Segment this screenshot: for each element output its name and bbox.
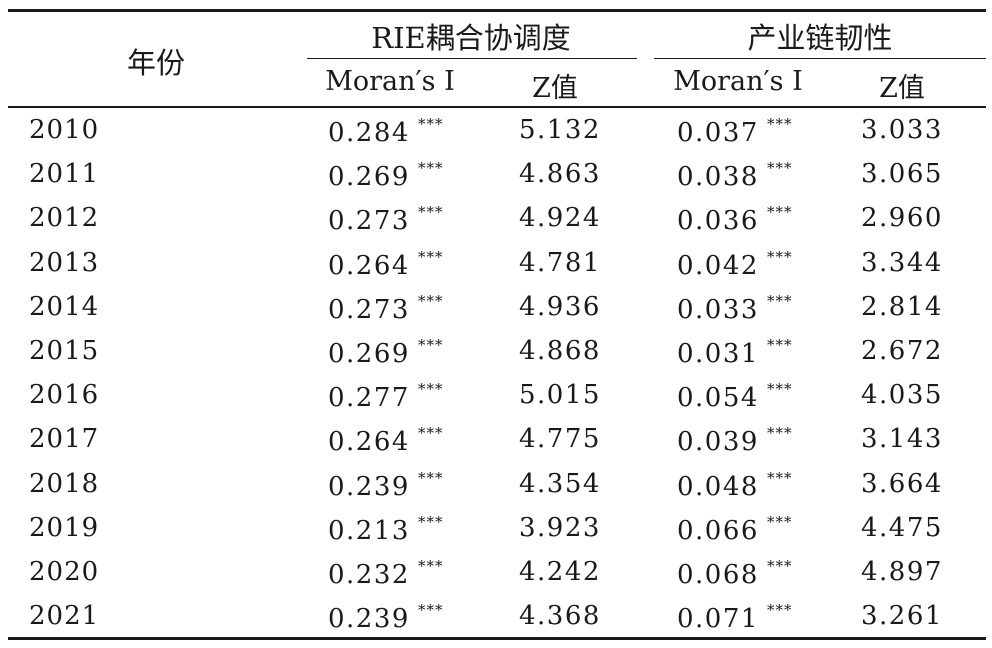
rie-significance-mark: *** — [418, 291, 444, 310]
top-rule — [8, 9, 986, 12]
resilience-moran-cell: 0.031 — [677, 339, 759, 369]
rie-z-cell: 4.863 — [519, 159, 601, 190]
rie-significance-mark: *** — [418, 557, 444, 575]
rie-moran-cell: 0.264 — [328, 427, 410, 458]
rie-moran-cell: 0.239 — [328, 604, 410, 635]
resilience-significance-mark: *** — [767, 424, 793, 443]
resilience-significance-mark: *** — [767, 291, 793, 310]
rie-significance-mark: *** — [418, 512, 444, 531]
year-cell: 2011 — [29, 159, 100, 190]
year-header: 年份 — [126, 46, 186, 80]
rie-significance-mark: *** — [418, 601, 444, 620]
resilience-z-cell: 3.664 — [861, 468, 943, 499]
resilience-significance-mark: *** — [767, 336, 793, 354]
resilience-significance-mark: *** — [767, 468, 793, 487]
rie-z-cell: 5.015 — [519, 380, 601, 411]
resilience-moran-cell: 0.038 — [677, 162, 759, 193]
resilience-moran-cell: 0.071 — [677, 604, 759, 635]
year-cell: 2019 — [29, 512, 100, 543]
year-cell: 2016 — [29, 380, 100, 411]
resilience-z-cell: 3.261 — [861, 601, 943, 632]
resilience-z-cell: 4.475 — [861, 512, 943, 543]
resilience-moran-cell: 0.054 — [677, 383, 759, 414]
resilience-significance-mark: *** — [767, 159, 793, 178]
resilience-significance-mark: *** — [767, 601, 793, 620]
year-cell: 2021 — [29, 601, 100, 632]
header-rule — [8, 106, 986, 108]
resilience-moran-cell: 0.036 — [677, 206, 759, 237]
bottom-rule — [8, 637, 986, 640]
group2-underline — [654, 58, 986, 60]
rie-significance-mark: *** — [418, 336, 444, 354]
rie-z-cell: 5.132 — [519, 115, 601, 145]
year-cell: 2015 — [29, 336, 100, 366]
rie-z-cell: 4.936 — [519, 291, 601, 322]
group1-z-header: Z值 — [532, 73, 578, 104]
resilience-z-cell: 3.143 — [861, 424, 943, 455]
resilience-moran-cell: 0.066 — [677, 515, 759, 546]
rie-z-cell: 4.368 — [519, 601, 601, 632]
year-cell: 2018 — [29, 468, 100, 499]
resilience-z-cell: 3.065 — [861, 159, 943, 190]
rie-z-cell: 4.924 — [519, 203, 601, 234]
year-cell: 2017 — [29, 424, 100, 455]
rie-moran-cell: 0.239 — [328, 471, 410, 502]
year-cell: 2013 — [29, 247, 100, 278]
group1-underline — [307, 58, 637, 60]
year-cell: 2010 — [29, 115, 100, 145]
rie-moran-cell: 0.273 — [328, 294, 410, 325]
rie-significance-mark: *** — [418, 380, 444, 399]
year-cell: 2012 — [29, 203, 100, 234]
rie-z-cell: 4.354 — [519, 468, 601, 499]
rie-z-cell: 4.781 — [519, 247, 601, 278]
resilience-z-cell: 2.960 — [861, 203, 943, 234]
resilience-z-cell: 4.035 — [861, 380, 943, 411]
resilience-moran-cell: 0.042 — [677, 250, 759, 281]
rie-moran-cell: 0.269 — [328, 339, 410, 369]
rie-moran-cell: 0.284 — [328, 118, 410, 148]
rie-significance-mark: *** — [418, 115, 444, 133]
group1-moran-header: Moran′s I — [325, 66, 455, 97]
resilience-z-cell: 2.814 — [861, 291, 943, 322]
rie-z-cell: 4.868 — [519, 336, 601, 366]
rie-z-cell: 4.775 — [519, 424, 601, 455]
year-cell: 2020 — [29, 557, 100, 587]
rie-moran-cell: 0.213 — [328, 515, 410, 546]
rie-moran-cell: 0.264 — [328, 250, 410, 281]
resilience-significance-mark: *** — [767, 512, 793, 531]
resilience-moran-cell: 0.068 — [677, 560, 759, 590]
rie-significance-mark: *** — [418, 247, 444, 266]
year-cell: 2014 — [29, 291, 100, 322]
resilience-moran-cell: 0.037 — [677, 118, 759, 148]
resilience-significance-mark: *** — [767, 115, 793, 133]
resilience-z-cell: 2.672 — [861, 336, 943, 366]
resilience-significance-mark: *** — [767, 557, 793, 575]
resilience-z-cell: 4.897 — [861, 557, 943, 587]
resilience-z-cell: 3.033 — [861, 115, 943, 145]
group1-header: RIE耦合协调度 — [371, 21, 571, 55]
rie-moran-cell: 0.273 — [328, 206, 410, 237]
resilience-significance-mark: *** — [767, 247, 793, 266]
rie-significance-mark: *** — [418, 203, 444, 222]
rie-moran-cell: 0.232 — [328, 560, 410, 590]
resilience-moran-cell: 0.048 — [677, 471, 759, 502]
rie-moran-cell: 0.277 — [328, 383, 410, 414]
group2-z-header: Z值 — [879, 73, 925, 104]
rie-significance-mark: *** — [418, 159, 444, 178]
resilience-z-cell: 3.344 — [861, 247, 943, 278]
resilience-significance-mark: *** — [767, 203, 793, 222]
rie-significance-mark: *** — [418, 424, 444, 443]
group2-header: 产业链韧性 — [747, 21, 893, 55]
rie-z-cell: 3.923 — [519, 512, 601, 543]
rie-z-cell: 4.242 — [519, 557, 601, 587]
resilience-moran-cell: 0.039 — [677, 427, 759, 458]
group2-moran-header: Moran′s I — [673, 66, 803, 97]
rie-significance-mark: *** — [418, 468, 444, 487]
rie-moran-cell: 0.269 — [328, 162, 410, 193]
resilience-significance-mark: *** — [767, 380, 793, 399]
resilience-moran-cell: 0.033 — [677, 294, 759, 325]
